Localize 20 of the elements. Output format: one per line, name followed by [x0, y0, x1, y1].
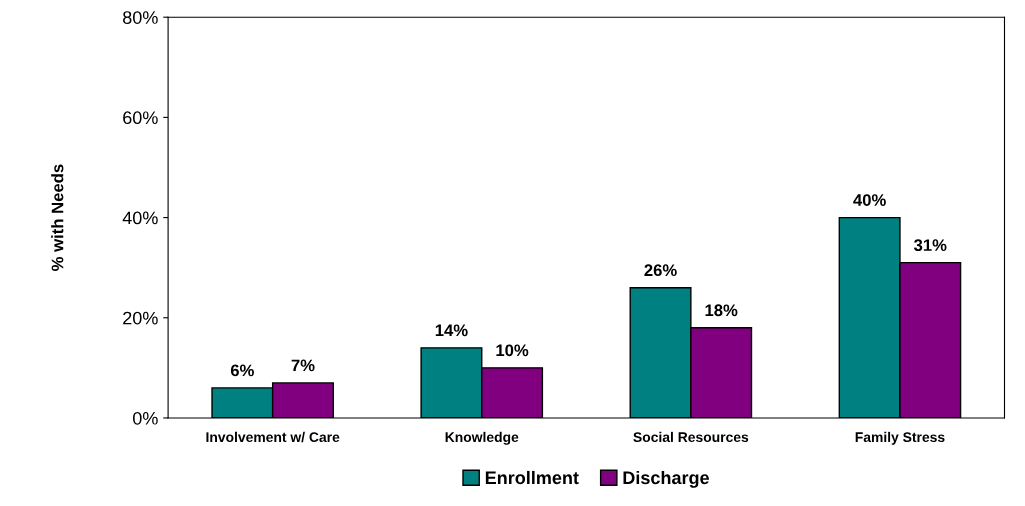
y-tick-label: 20% [123, 311, 158, 325]
x-tick-label: Family Stress [855, 431, 945, 445]
legend-label: Discharge [623, 470, 709, 488]
data-label: 7% [291, 359, 315, 372]
data-label: 40% [853, 194, 886, 206]
y-tick-label: 60% [123, 111, 158, 125]
x-tick-label: Social Resources [633, 431, 749, 443]
x-tick-label: Knowledge [445, 431, 519, 445]
data-label: 6% [230, 364, 254, 377]
data-label: 18% [705, 304, 738, 317]
y-tick-label: 40% [122, 211, 158, 225]
data-label: 14% [435, 324, 468, 337]
legend-label: Enrollment [485, 470, 579, 485]
data-label: 26% [644, 264, 677, 277]
data-label: 10% [496, 344, 529, 357]
y-tick-label: 80% [123, 11, 158, 24]
x-tick-label: Involvement w/ Care [206, 431, 340, 443]
y-axis-title: % with Needs [51, 164, 64, 271]
y-tick-label: 0% [132, 411, 158, 425]
data-label: 31% [913, 239, 947, 252]
